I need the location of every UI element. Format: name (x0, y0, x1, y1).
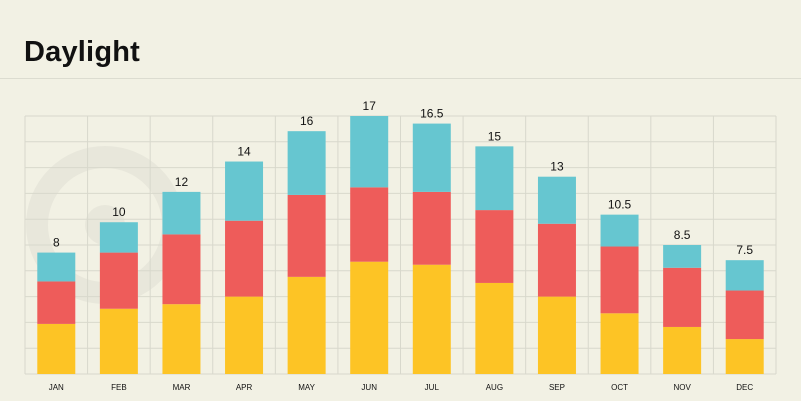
bar-segment-top-feb (99, 222, 138, 253)
bar-segment-middle-mar (162, 234, 201, 305)
bar-segment-bottom-aug (475, 282, 514, 374)
bar-segment-bottom-nov (663, 326, 702, 374)
title-divider (0, 78, 801, 79)
x-tick-label-oct: OCT (611, 383, 628, 392)
bar-segment-bottom-jul (412, 264, 451, 374)
bar-segment-top-nov (663, 245, 702, 268)
bar-segment-middle-aug (475, 210, 514, 283)
bar-segment-middle-dec (725, 290, 764, 340)
data-label-mar: 12 (175, 175, 189, 189)
bar-segment-bottom-dec (725, 339, 764, 374)
bar-segment-bottom-sep (537, 296, 576, 374)
bar-segment-middle-apr (225, 220, 264, 297)
bar-segment-middle-jun (350, 187, 389, 262)
bar-segment-bottom-oct (600, 313, 639, 374)
bar-segment-bottom-feb (99, 308, 138, 374)
data-label-apr: 14 (237, 145, 251, 159)
bar-segment-top-may (287, 131, 326, 195)
data-label-may: 16 (300, 114, 314, 128)
x-tick-label-sep: SEP (549, 383, 565, 392)
x-tick-label-aug: AUG (486, 383, 503, 392)
bar-segment-top-jun (350, 116, 389, 188)
bar-segment-bottom-may (287, 276, 326, 374)
x-tick-label-jul: JUL (425, 383, 440, 392)
bar-segment-bottom-mar (162, 304, 201, 374)
bar-segment-middle-jan (37, 281, 76, 324)
data-label-jun: 17 (363, 99, 377, 113)
x-tick-label-jun: JUN (361, 383, 377, 392)
x-tick-label-mar: MAR (173, 383, 191, 392)
bar-segment-bottom-apr (225, 296, 264, 374)
bar-segment-top-oct (600, 214, 639, 247)
bar-segment-top-sep (537, 176, 576, 224)
bar-segment-top-jul (412, 123, 451, 192)
bar-segment-middle-nov (663, 267, 702, 327)
x-tick-label-jan: JAN (49, 383, 64, 392)
data-label-aug: 15 (488, 129, 502, 143)
data-label-jul: 16.5 (420, 107, 444, 121)
x-tick-label-feb: FEB (111, 383, 127, 392)
bar-segment-middle-oct (600, 246, 639, 314)
x-tick-label-may: MAY (298, 383, 315, 392)
bar-segment-bottom-jun (350, 261, 389, 374)
x-tick-label-dec: DEC (736, 383, 753, 392)
data-label-oct: 10.5 (608, 198, 632, 212)
x-tick-label-apr: APR (236, 383, 253, 392)
bar-segment-bottom-jan (37, 323, 76, 374)
data-label-sep: 13 (550, 160, 564, 174)
data-label-dec: 7.5 (736, 243, 753, 257)
bar-segment-top-mar (162, 191, 201, 235)
bar-segment-middle-may (287, 194, 326, 277)
bar-segment-middle-jul (412, 191, 451, 265)
chart-title: Daylight (24, 36, 140, 68)
bar-segment-top-apr (225, 161, 264, 221)
bar-segment-middle-feb (99, 252, 138, 309)
bar-segment-top-jan (37, 252, 76, 282)
bar-segment-middle-sep (537, 223, 576, 297)
data-label-jan: 8 (53, 236, 60, 250)
data-label-feb: 10 (112, 205, 126, 219)
x-tick-label-nov: NOV (673, 383, 691, 392)
data-label-nov: 8.5 (674, 228, 691, 242)
bar-segment-top-aug (475, 146, 514, 211)
bar-segment-top-dec (725, 260, 764, 291)
